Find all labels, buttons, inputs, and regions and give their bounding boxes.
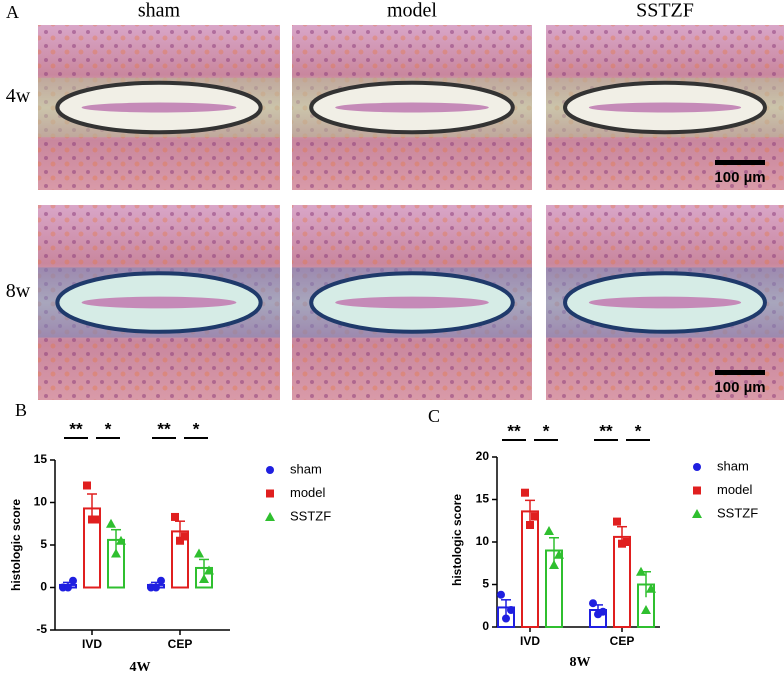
panel-label: B — [15, 400, 27, 420]
significance-label: ** — [507, 421, 521, 440]
y-tick-label: 15 — [476, 492, 490, 506]
data-point — [64, 583, 72, 592]
y-tick-label: 0 — [40, 580, 47, 594]
x-tick-label: CEP — [168, 637, 193, 651]
significance-label: ** — [69, 419, 83, 438]
significance-label: * — [193, 419, 200, 438]
data-point — [152, 583, 160, 592]
y-tick-label: 10 — [34, 495, 48, 509]
data-point — [549, 559, 559, 569]
legend-marker — [693, 463, 701, 471]
data-point — [623, 538, 631, 546]
column-label: SSTZF — [636, 0, 694, 22]
data-point — [176, 536, 184, 545]
legend-marker — [692, 509, 702, 518]
nucleus — [335, 296, 489, 309]
data-point — [507, 606, 515, 614]
panel-label: C — [428, 406, 440, 426]
panel-label: A — [6, 2, 19, 22]
significance-label: * — [105, 419, 112, 438]
scale-bar — [715, 370, 765, 375]
data-point — [589, 599, 597, 608]
nucleus — [588, 102, 742, 113]
legend-marker — [266, 466, 274, 474]
data-point — [521, 488, 529, 497]
legend-label: model — [717, 482, 753, 497]
legend-label: sham — [717, 458, 749, 473]
data-point — [641, 605, 651, 614]
row-label: 4w — [6, 85, 31, 107]
chart-title: 4W — [130, 660, 151, 675]
chart-title: 8W — [570, 655, 591, 670]
column-label: sham — [138, 0, 181, 22]
data-point — [199, 574, 209, 583]
significance-label: ** — [599, 421, 613, 440]
data-point — [69, 576, 77, 585]
significance-label: * — [635, 421, 642, 440]
data-point — [554, 549, 564, 559]
scale-bar-label: 100 µm — [714, 379, 765, 396]
y-tick-label: 5 — [482, 577, 489, 591]
data-point — [157, 576, 165, 585]
legend-marker — [265, 512, 275, 521]
nucleus — [81, 102, 237, 113]
data-point — [646, 583, 656, 593]
nucleus — [588, 296, 742, 309]
y-tick-label: 10 — [476, 534, 490, 548]
data-point — [526, 521, 534, 529]
data-point — [544, 525, 554, 535]
data-point — [497, 590, 505, 599]
data-point — [502, 614, 510, 623]
significance-label: * — [543, 421, 550, 440]
data-point — [83, 481, 91, 490]
data-point — [116, 535, 126, 545]
data-point — [171, 512, 179, 521]
bar — [613, 535, 631, 629]
data-point — [613, 517, 621, 526]
legend-label: model — [290, 485, 326, 500]
y-tick-label: 0 — [482, 619, 489, 633]
data-point — [93, 515, 101, 524]
y-tick-label: 20 — [476, 449, 490, 463]
data-point — [594, 610, 602, 619]
nucleus — [81, 296, 237, 309]
legend-marker — [693, 486, 701, 495]
x-tick-label: IVD — [82, 637, 102, 651]
y-axis-label: histologic score — [9, 499, 23, 591]
data-point — [106, 518, 116, 528]
data-point — [531, 512, 539, 521]
column-label: model — [387, 0, 437, 22]
data-point — [111, 548, 121, 558]
y-tick-label: 5 — [40, 537, 47, 551]
scale-bar-label: 100 µm — [714, 169, 765, 186]
legend-marker — [266, 489, 274, 498]
y-axis-label: histologic score — [450, 494, 464, 586]
x-tick-label: CEP — [610, 634, 635, 648]
data-point — [204, 565, 214, 575]
nucleus — [335, 102, 489, 113]
legend-label: SSTZF — [290, 508, 331, 523]
y-tick-label: 15 — [34, 452, 48, 466]
row-label: 8w — [6, 280, 31, 302]
data-point — [181, 532, 189, 541]
data-point — [194, 548, 204, 558]
data-point — [636, 566, 646, 576]
legend-label: SSTZF — [717, 505, 758, 520]
y-tick-label: -5 — [36, 622, 47, 636]
scale-bar — [715, 160, 765, 165]
data-point — [618, 539, 626, 548]
data-point — [88, 515, 96, 524]
legend-label: sham — [290, 461, 322, 476]
significance-label: ** — [157, 419, 171, 438]
x-tick-label: IVD — [520, 634, 540, 648]
